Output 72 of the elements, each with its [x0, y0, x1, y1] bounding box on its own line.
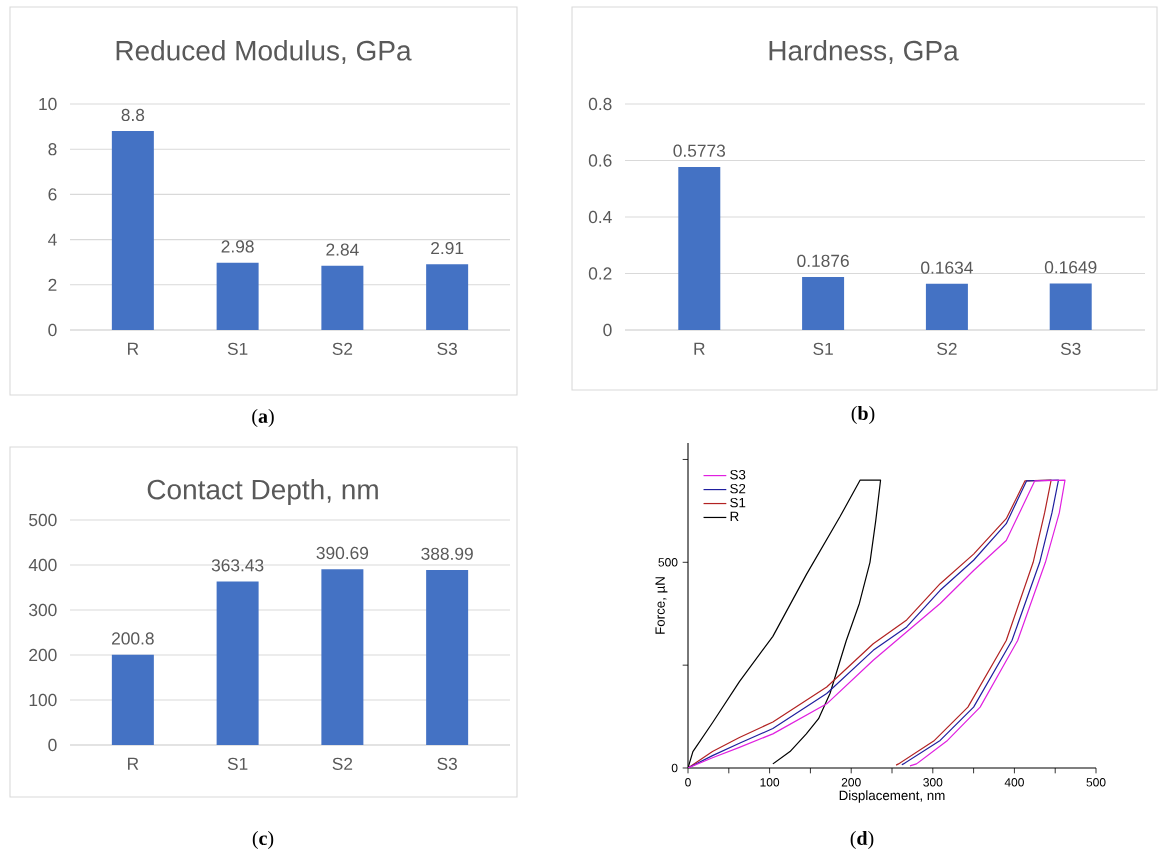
legend-label: S3	[730, 469, 746, 480]
bar	[216, 262, 259, 330]
y-tick-label: 0.8	[588, 97, 612, 111]
x-tick-label: S3	[437, 757, 457, 770]
x-tick-label: R	[128, 757, 139, 770]
bar	[925, 283, 968, 330]
y-tick-label: 0.6	[588, 154, 612, 167]
bar	[111, 654, 154, 745]
data-label: 0.1649	[1044, 261, 1097, 274]
y-tick-label: 6	[48, 188, 57, 201]
x-tick-label: S1	[227, 757, 248, 770]
legend-label: S1	[730, 497, 746, 508]
bar	[321, 569, 364, 745]
x-tick-label: 0	[685, 778, 691, 787]
legend-label: R	[730, 511, 739, 522]
y-tick-label: 200	[29, 648, 57, 662]
x-tick-label: S2	[332, 342, 353, 355]
y-tick-label: 0	[48, 738, 57, 752]
y-tick-label: 300	[29, 603, 57, 617]
y-tick-label: 8	[48, 143, 57, 156]
y-tick-label: 0	[603, 323, 612, 337]
y-tick-label: 400	[28, 558, 57, 572]
bar	[426, 264, 469, 330]
x-tick-label: S1	[813, 342, 833, 355]
legend-label: S2	[730, 483, 746, 494]
data-label: 2.98	[221, 240, 254, 253]
bar	[426, 569, 469, 745]
y-axis-title: Force, µN	[655, 577, 668, 634]
y-tick-label: 100	[29, 693, 57, 707]
x-axis-title: Displacement, nm	[839, 790, 945, 803]
data-label: 363.43	[211, 559, 264, 572]
data-label: 200.8	[112, 632, 154, 645]
text: (d)	[850, 830, 874, 850]
bar	[321, 265, 364, 330]
bar	[111, 131, 154, 330]
bar	[678, 166, 721, 330]
bar	[216, 581, 259, 745]
y-tick-label: 2	[48, 278, 57, 291]
data-label: 2.91	[431, 241, 464, 255]
y-tick-label: 0.4	[588, 210, 612, 224]
bar	[1049, 283, 1092, 330]
x-tick-label: 100	[760, 778, 780, 787]
y-tick-label: 0	[48, 323, 57, 337]
x-tick-label: S3	[1060, 342, 1081, 355]
x-tick-label: R	[694, 342, 705, 355]
data-label: 2.84	[326, 243, 359, 256]
chart-title: Contact Depth, nm	[147, 478, 378, 506]
x-tick-label: S1	[227, 342, 248, 355]
data-label: 0.1876	[797, 254, 849, 267]
x-tick-label: R	[128, 342, 139, 355]
x-tick-label: S3	[437, 342, 457, 355]
y-tick-label: 4	[48, 233, 57, 246]
x-tick-label: 400	[1004, 778, 1024, 787]
text: (c)	[252, 830, 274, 850]
bar	[802, 277, 845, 330]
x-tick-label: S2	[332, 757, 353, 770]
y-tick-label: 10	[39, 97, 57, 111]
x-tick-label: 500	[1086, 778, 1106, 787]
data-label: 388.99	[421, 547, 473, 560]
y-tick-label: 500	[29, 513, 57, 527]
data-label: 0.1634	[921, 261, 973, 274]
data-label: 0.5773	[673, 144, 726, 157]
text: (b)	[851, 405, 875, 425]
x-tick-label: 200	[841, 778, 861, 787]
data-label: 8.8	[121, 108, 145, 122]
data-label: 390.69	[316, 546, 369, 560]
x-tick-label: S2	[937, 342, 957, 355]
y-tick-label: 0.2	[588, 267, 612, 280]
chart-title: Reduced Modulus, GPa	[116, 40, 412, 64]
chart-title: Hardness, GPa	[769, 40, 959, 64]
text: (a)	[252, 408, 274, 428]
x-tick-label: 300	[923, 778, 943, 787]
